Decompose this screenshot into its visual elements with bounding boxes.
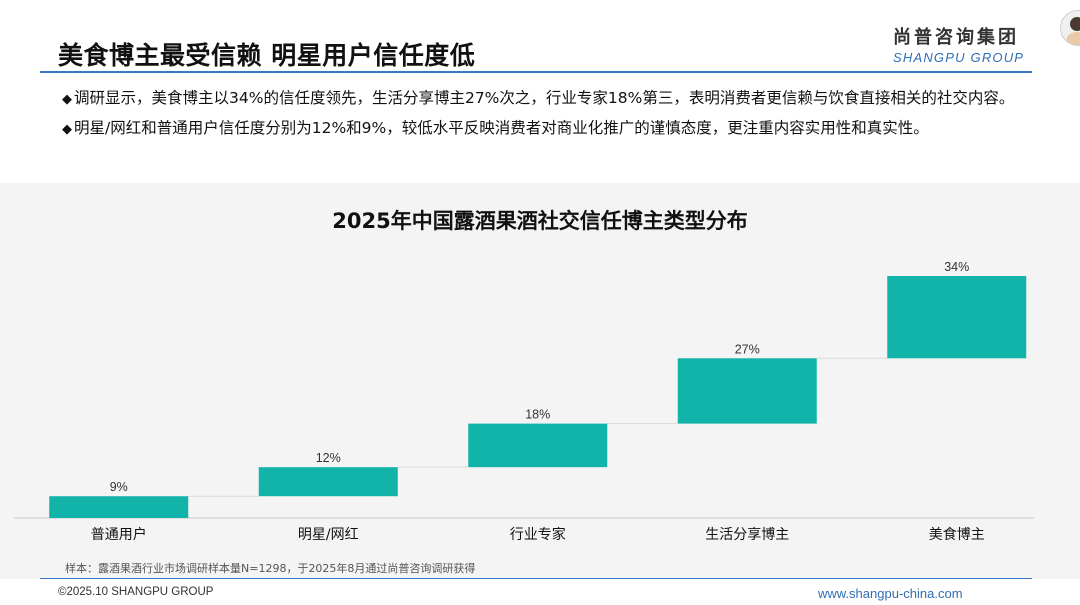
title-divider — [40, 71, 1032, 73]
website-link[interactable]: www.shangpu-china.com — [818, 586, 963, 601]
data-label: 12% — [316, 451, 341, 465]
data-label: 27% — [735, 342, 760, 356]
page-title: 美食博主最受信赖 明星用户信任度低 — [58, 41, 476, 70]
category-label: 明星/网红 — [298, 527, 359, 543]
brand-logo: 尚普咨询集团 SHANGPU GROUP — [893, 23, 1024, 65]
bullet-item: ◆ 明星/网红和普通用户信任度分别为12%和9%，较低水平反映消费者对商业化推广的… — [62, 114, 1037, 144]
footer-divider — [40, 578, 1032, 579]
waterfall-chart: 9% 普通用户 12% 明星/网红 18% 行业专家 27% 生活分享博主 34% 美食博主 — [14, 260, 1034, 543]
bullet-text: 明星/网红和普通用户信任度分别为12%和9%，较低水平反映消费者对商业化推广的谨… — [74, 119, 929, 137]
bar — [258, 467, 398, 497]
category-label: 普通用户 — [91, 526, 147, 543]
diamond-icon: ◆ — [62, 122, 72, 137]
bullet-text: 调研显示，美食博主以34%的信任度领先，生活分享博主27%次之，行业专家18%第… — [74, 89, 1015, 107]
avatar[interactable] — [1060, 10, 1080, 46]
data-label: 18% — [525, 408, 550, 422]
category-label: 生活分享博主 — [705, 526, 789, 543]
bullet-item: ◆ 调研显示，美食博主以34%的信任度领先，生活分享博主27%次之，行业专家18%… — [62, 84, 1037, 114]
chart-title: 2025年中国露酒果酒社交信任博主类型分布 — [332, 209, 748, 233]
sample-footnote: 样本：露酒果酒行业市场调研样本量N=1298，于2025年8月通过尚普咨询调研获… — [65, 562, 476, 575]
data-label: 9% — [110, 480, 128, 494]
bar — [49, 496, 189, 518]
data-label: 34% — [944, 260, 969, 274]
brand-name-en: SHANGPU GROUP — [893, 50, 1025, 65]
category-label: 行业专家 — [510, 526, 566, 543]
bar — [468, 423, 608, 468]
bullet-list: ◆ 调研显示，美食博主以34%的信任度领先，生活分享博主27%次之，行业专家18%… — [62, 84, 1037, 144]
chart-panel: 2025年中国露酒果酒社交信任博主类型分布 9% 普通用户 12% 明星/网红 18% 行… — [0, 183, 1080, 579]
copyright: ©2025.10 SHANGPU GROUP — [58, 586, 214, 598]
bar — [677, 358, 817, 424]
brand-name-cn: 尚普咨询集团 — [893, 27, 1019, 48]
category-label: 美食博主 — [929, 526, 985, 543]
bar — [887, 276, 1027, 359]
diamond-icon: ◆ — [62, 92, 72, 107]
